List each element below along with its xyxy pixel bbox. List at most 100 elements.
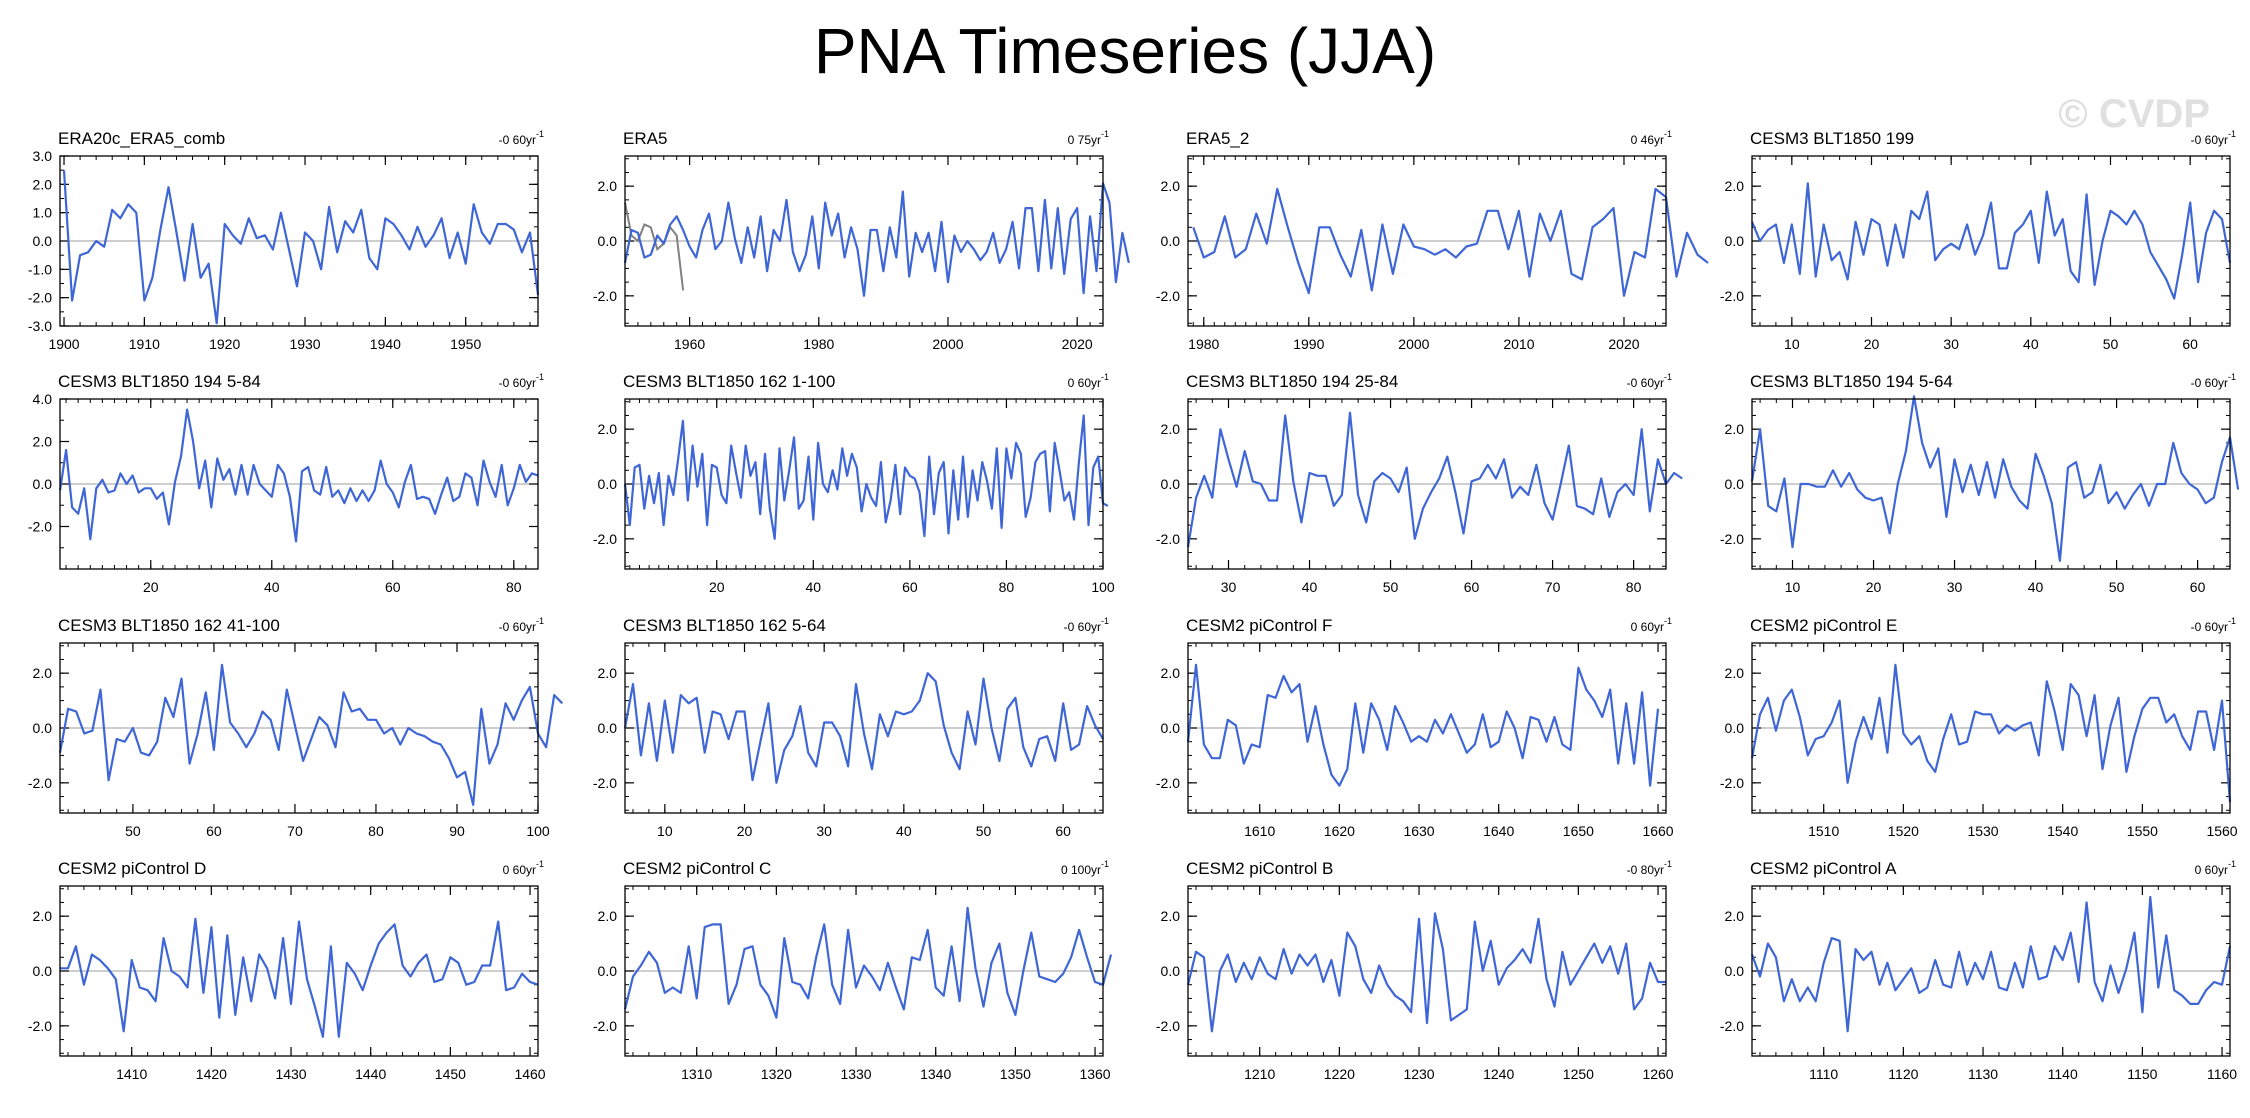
trend-exponent: -1 bbox=[2228, 616, 2236, 626]
y-tick-label: 3.0 bbox=[33, 148, 53, 164]
x-tick-label: 1660 bbox=[1642, 823, 1673, 839]
chart-panel: ERA5_2 0 46yr -1 2.0 0.0 -2.0 1980 1990 2000 2010… bbox=[1156, 129, 1709, 352]
x-tick-label: 40 bbox=[2023, 336, 2039, 352]
series-line bbox=[1186, 411, 1683, 548]
panel-title: CESM2 piControl B bbox=[1186, 859, 1333, 878]
y-tick-label: -2.0 bbox=[593, 775, 617, 791]
x-tick-label: 40 bbox=[806, 579, 822, 595]
y-tick-label: -2.0 bbox=[1156, 775, 1180, 791]
x-tick-label: 1950 bbox=[450, 336, 481, 352]
chart-panel: CESM3 BLT1850 194 5-84 -0 60yr -1 4.0 2.0 0.0… bbox=[28, 372, 544, 595]
y-tick-label: 0.0 bbox=[1161, 720, 1181, 736]
trend-label: -0 80yr bbox=[1627, 863, 1664, 877]
x-tick-label: 50 bbox=[125, 823, 141, 839]
series-line bbox=[60, 917, 539, 1038]
x-tick-label: 30 bbox=[1221, 579, 1237, 595]
x-tick-label: 1350 bbox=[1000, 1066, 1031, 1082]
y-tick-label: 0.0 bbox=[1161, 963, 1181, 979]
x-tick-label: 1900 bbox=[48, 336, 79, 352]
trend-label: 0 60yr bbox=[1631, 620, 1664, 634]
chart-panel: CESM2 piControl A 0 60yr -1 2.0 0.0 -2.0 1110 1… bbox=[1720, 859, 2237, 1082]
x-tick-label: 80 bbox=[506, 579, 522, 595]
x-tick-label: 30 bbox=[816, 823, 832, 839]
x-tick-label: 2000 bbox=[1398, 336, 1429, 352]
x-tick-label: 1240 bbox=[1483, 1066, 1514, 1082]
x-tick-label: 60 bbox=[1464, 579, 1480, 595]
x-tick-label: 1540 bbox=[2047, 823, 2078, 839]
trend-label: 0 60yr bbox=[1068, 376, 1101, 390]
trend-label: -0 60yr bbox=[499, 133, 536, 147]
x-tick-label: 80 bbox=[999, 579, 1015, 595]
x-tick-label: 80 bbox=[1626, 579, 1642, 595]
trend-exponent: -1 bbox=[536, 616, 544, 626]
x-tick-label: 1980 bbox=[1188, 336, 1219, 352]
trend-label: -0 60yr bbox=[499, 376, 536, 390]
plot-frame bbox=[1751, 155, 2231, 327]
trend-exponent: -1 bbox=[2228, 372, 2236, 382]
x-tick-label: 40 bbox=[264, 579, 280, 595]
x-tick-label: 1920 bbox=[209, 336, 240, 352]
x-tick-label: 1140 bbox=[2048, 1066, 2078, 1082]
x-tick-label: 1460 bbox=[514, 1066, 545, 1082]
x-tick-label: 1210 bbox=[1244, 1066, 1275, 1082]
x-tick-label: 30 bbox=[1947, 579, 1963, 595]
x-tick-label: 60 bbox=[2190, 579, 2206, 595]
chart-panel: ERA5 0 75yr -1 2.0 0.0 -2.0 1960 1980 2000 2020 bbox=[593, 129, 1130, 352]
series-line bbox=[1186, 912, 1666, 1033]
chart-panel: CESM3 BLT1850 199 -0 60yr -1 2.0 0.0 -2.0 10 20… bbox=[1720, 129, 2236, 352]
x-tick-label: 1650 bbox=[1563, 823, 1594, 839]
x-tick-label: 1220 bbox=[1324, 1066, 1355, 1082]
x-tick-label: 2010 bbox=[1503, 336, 1534, 352]
series-line bbox=[58, 663, 564, 806]
y-tick-label: 2.0 bbox=[598, 908, 618, 924]
x-tick-label: 1960 bbox=[674, 336, 705, 352]
y-tick-label: -2.0 bbox=[1720, 775, 1744, 791]
panel-title: CESM3 BLT1850 162 5-64 bbox=[623, 616, 826, 635]
y-tick-label: 0.0 bbox=[1725, 476, 1745, 492]
chart-panel: CESM3 BLT1850 162 1-100 0 60yr -1 2.0 0.0 -2.… bbox=[593, 372, 1115, 595]
trend-label: 0 46yr bbox=[1631, 133, 1664, 147]
y-tick-label: 0.0 bbox=[598, 476, 618, 492]
x-tick-label: 1110 bbox=[1809, 1066, 1838, 1082]
x-tick-label: 1640 bbox=[1483, 823, 1514, 839]
panel-title: CESM3 BLT1850 199 bbox=[1750, 129, 1914, 148]
plot-frame bbox=[59, 398, 539, 570]
plot-frame bbox=[1187, 642, 1667, 814]
trend-label: -0 60yr bbox=[2191, 620, 2228, 634]
y-tick-label: 0.0 bbox=[1725, 963, 1745, 979]
y-tick-label: 0.0 bbox=[1725, 720, 1745, 736]
plot-frame bbox=[624, 642, 1104, 814]
x-tick-label: 1630 bbox=[1403, 823, 1434, 839]
x-tick-label: 10 bbox=[1784, 336, 1800, 352]
y-tick-label: 2.0 bbox=[33, 176, 53, 192]
x-tick-label: 60 bbox=[902, 579, 918, 595]
x-tick-label: 20 bbox=[1864, 336, 1880, 352]
trend-exponent: -1 bbox=[1664, 129, 1672, 139]
x-tick-label: 1130 bbox=[1968, 1066, 1998, 1082]
x-tick-label: 1340 bbox=[920, 1066, 951, 1082]
y-tick-label: 2.0 bbox=[1725, 178, 1745, 194]
x-tick-label: 1120 bbox=[1888, 1066, 1918, 1082]
y-tick-label: -2.0 bbox=[1720, 1018, 1744, 1034]
y-tick-label: 2.0 bbox=[598, 665, 618, 681]
x-tick-label: 60 bbox=[385, 579, 401, 595]
plot-frame bbox=[624, 885, 1104, 1057]
x-tick-label: 30 bbox=[1943, 336, 1959, 352]
series-line bbox=[623, 906, 1113, 1019]
y-tick-label: 2.0 bbox=[1161, 178, 1181, 194]
series-line bbox=[623, 414, 1109, 540]
series-line bbox=[1192, 187, 1709, 297]
trend-exponent: -1 bbox=[2228, 129, 2236, 139]
plot-frame bbox=[1187, 885, 1667, 1057]
plot-frame bbox=[1751, 398, 2231, 570]
x-tick-label: 1560 bbox=[2206, 823, 2237, 839]
panel-title: CESM2 piControl D bbox=[58, 859, 206, 878]
y-tick-label: -2.0 bbox=[1720, 531, 1744, 547]
panel-title: ERA5_2 bbox=[1186, 129, 1249, 148]
y-tick-label: 0.0 bbox=[33, 720, 53, 736]
page-title: PNA Timeseries (JJA) bbox=[813, 15, 1437, 87]
y-tick-label: -2.0 bbox=[28, 519, 52, 535]
y-tick-label: 2.0 bbox=[598, 178, 618, 194]
plot-frame bbox=[1187, 155, 1667, 327]
y-tick-label: 0.0 bbox=[33, 476, 53, 492]
